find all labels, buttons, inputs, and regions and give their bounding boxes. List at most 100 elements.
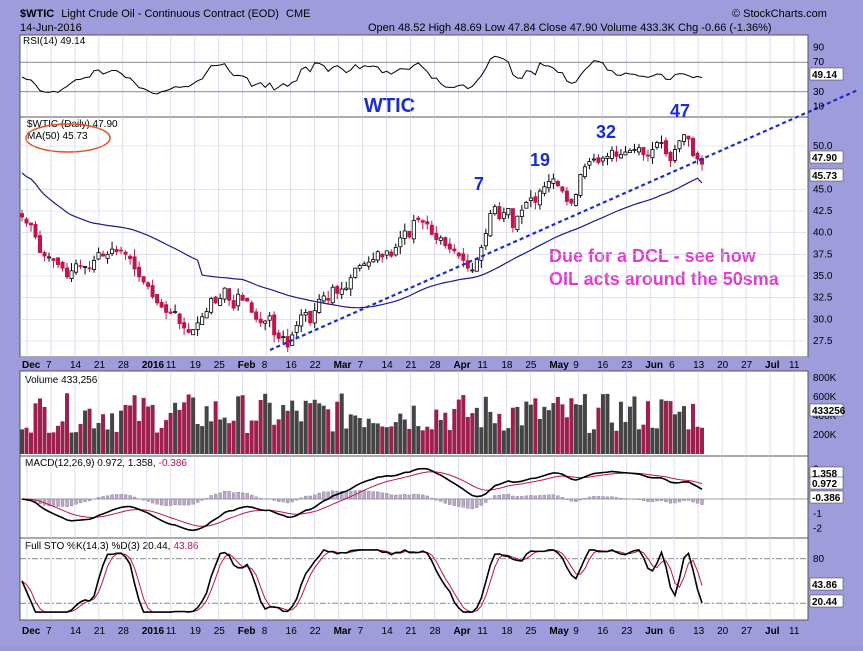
macd-histogram-bar	[219, 493, 222, 499]
x-axis-label: 2016	[142, 360, 165, 371]
rsi-tick-label: 90	[813, 42, 825, 53]
macd-histogram-bar	[183, 499, 186, 505]
candle-body	[619, 155, 622, 158]
ma-legend: MA(50) 45.73	[27, 131, 88, 142]
candle-body	[570, 199, 573, 203]
macd-tick-label: -1	[813, 509, 822, 520]
macd-histogram-bar	[151, 499, 154, 503]
volume-bar	[335, 402, 339, 454]
macd-histogram-bar	[250, 495, 253, 499]
candle-body	[502, 213, 505, 219]
macd-histogram-bar	[273, 499, 276, 500]
macd-histogram-bar	[457, 499, 460, 507]
volume-bar	[367, 419, 371, 454]
volume-bar	[146, 407, 150, 454]
macd-histogram-bar	[133, 497, 136, 499]
volume-tick-label: 600K	[813, 392, 837, 403]
volume-bar	[209, 421, 213, 454]
macd-histogram-bar	[313, 495, 316, 499]
candle-body	[282, 337, 285, 338]
macd-histogram-bar	[547, 495, 550, 499]
candle-body	[394, 247, 397, 254]
candle-body	[475, 260, 478, 272]
candle-body	[273, 315, 276, 335]
x-axis-label: 13	[693, 360, 705, 371]
macd-histogram-bar	[529, 495, 532, 499]
candle-body	[556, 181, 559, 185]
candle-body	[664, 141, 667, 154]
volume-label: Volume 433,256	[25, 375, 98, 386]
macd-histogram-bar	[615, 497, 618, 499]
macd-histogram-bar	[399, 495, 402, 499]
macd-histogram-bar	[597, 496, 600, 499]
wtic-title: WTIC	[364, 95, 415, 117]
sto-k-badge: 20.44	[812, 597, 837, 608]
candle-body	[304, 312, 307, 315]
macd-histogram-bar	[660, 499, 663, 501]
candle-body	[192, 330, 195, 335]
volume-bar	[353, 416, 357, 454]
candle-body	[547, 182, 550, 188]
x-axis-label: 19	[190, 360, 202, 371]
macd-histogram-bar	[187, 499, 190, 505]
candle-body	[92, 260, 95, 269]
macd-histogram-bar	[462, 499, 465, 507]
macd-histogram-bar	[453, 499, 456, 506]
candle-body	[691, 138, 694, 155]
macd-histogram-bar	[160, 499, 163, 505]
macd-histogram-bar	[651, 499, 654, 502]
x-axis-label: 14	[70, 626, 82, 637]
volume-bar	[322, 406, 326, 454]
macd-histogram-bar	[669, 499, 672, 503]
volume-bar	[286, 411, 290, 454]
macd-histogram-bar	[403, 494, 406, 499]
candle-body	[417, 218, 420, 220]
volume-bar	[493, 423, 497, 454]
macd-histogram-bar	[556, 496, 559, 499]
candle-body	[25, 219, 28, 223]
volume-bar	[538, 419, 542, 454]
volume-bar	[61, 421, 65, 454]
candle-body	[588, 162, 591, 166]
volume-bar	[164, 420, 168, 454]
macd-histogram-bar	[538, 495, 541, 499]
macd-histogram-bar	[552, 495, 555, 499]
candle-body	[255, 312, 258, 319]
volume-bar	[70, 433, 74, 454]
cycle-count-label: 47	[670, 101, 690, 121]
candle-body	[385, 251, 388, 255]
x-axis-label: Jun	[645, 360, 663, 371]
price-badge: 47.90	[812, 153, 837, 164]
cycle-count-label: 19	[530, 150, 550, 170]
candle-body	[628, 150, 631, 152]
volume-bar	[529, 405, 533, 454]
x-axis-label: Dec	[22, 626, 41, 637]
volume-bar	[569, 398, 573, 454]
x-axis-label: 22	[310, 626, 322, 637]
volume-bar	[236, 396, 240, 454]
x-axis-label: 9	[573, 626, 579, 637]
candle-body	[354, 268, 357, 277]
x-axis-label: Dec	[22, 360, 41, 371]
candle-body	[101, 254, 104, 256]
macd-histogram-bar	[637, 499, 640, 500]
macd-histogram-bar	[435, 499, 438, 500]
volume-bar	[299, 421, 303, 454]
candle-body	[615, 152, 618, 157]
volume-bar	[430, 429, 434, 454]
volume-bar	[277, 419, 281, 454]
macd-histogram-bar	[124, 495, 127, 499]
macd-histogram-bar	[426, 496, 429, 499]
candle-body	[444, 238, 447, 246]
annotation-line-2: OIL acts around the 50sma	[549, 269, 780, 289]
macd-histogram-bar	[174, 499, 177, 505]
cycle-count-label: 7	[474, 174, 484, 194]
macd-histogram-bar	[300, 498, 303, 499]
macd-histogram-bar	[286, 499, 289, 503]
candle-body	[399, 238, 402, 247]
macd-hist-badge: -0.386	[812, 493, 841, 504]
volume-bar	[232, 421, 236, 454]
volume-bar	[659, 399, 663, 454]
candle-body	[146, 283, 149, 287]
macd-histogram-bar	[561, 497, 564, 499]
